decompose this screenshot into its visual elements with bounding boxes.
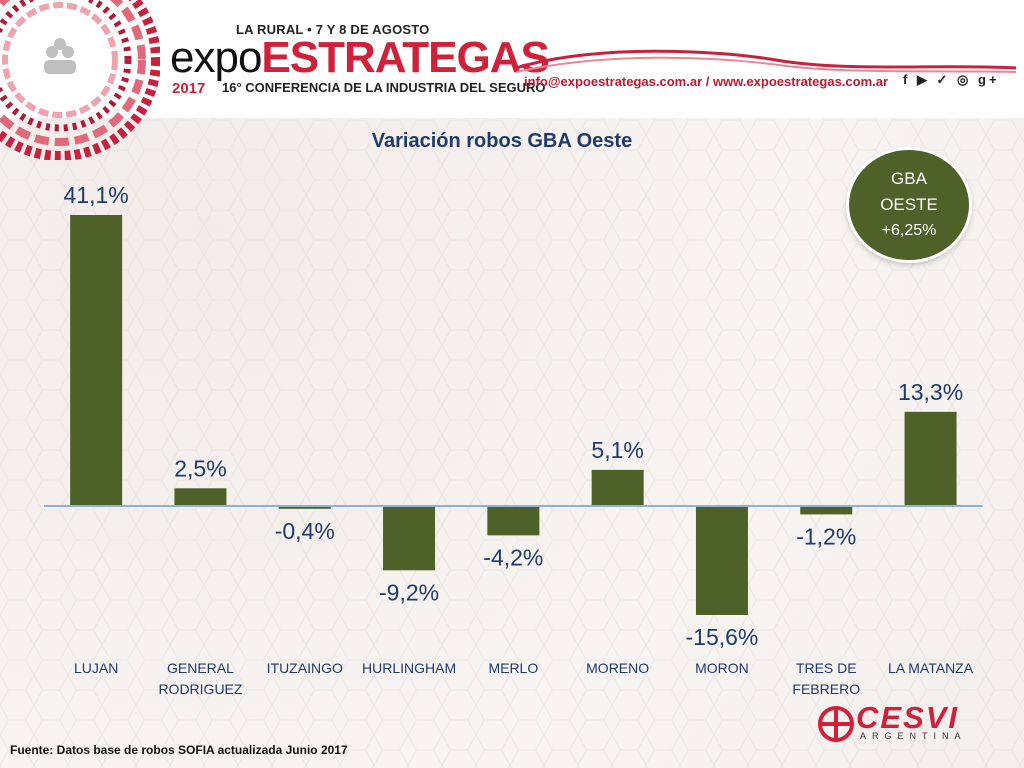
- category-label: MERLO: [488, 660, 538, 676]
- data-label: 13,3%: [898, 379, 963, 405]
- data-label: 5,1%: [591, 437, 643, 463]
- header-swoosh-decoration: [516, 49, 1016, 73]
- category-label: ITUZAINGO: [267, 660, 343, 676]
- expo-logo-circle-icon: [0, 0, 160, 160]
- data-label: -4,2%: [483, 544, 543, 570]
- data-label: -15,6%: [686, 624, 759, 650]
- bar-tres-de-febrero: [800, 506, 853, 515]
- category-label: HURLINGHAM: [362, 660, 456, 676]
- social-icons: f ▶ ✓ ◎ g+: [903, 72, 1000, 87]
- event-subtitle: 16° CONFERENCIA DE LA INDUSTRIA DEL SEGU…: [222, 80, 546, 95]
- badge-total-value: +6,25%: [881, 222, 937, 239]
- category-label: LUJAN: [74, 660, 118, 676]
- bar-merlo: [487, 506, 540, 536]
- event-name-part2: ESTRATEGAS: [261, 33, 549, 82]
- header: LA RURAL • 7 Y 8 DE AGOSTO expoESTRATEGA…: [0, 0, 1024, 160]
- data-label: 41,1%: [64, 182, 129, 208]
- gba-oeste-badge: GBA OESTE +6,25%: [849, 150, 969, 260]
- bar-ituzaingo: [278, 506, 331, 509]
- bar-hurlingham: [383, 506, 436, 571]
- cesvi-brand-sub: ARGENTINA: [860, 731, 967, 741]
- category-label: RODRIGUEZ: [158, 681, 242, 697]
- cesvi-brand: CESVI: [856, 700, 960, 735]
- data-label: -9,2%: [379, 579, 439, 605]
- category-label: GENERAL: [167, 660, 234, 676]
- cesvi-logo-icon: [818, 706, 854, 742]
- category-label: LA MATANZA: [888, 660, 974, 676]
- category-label: TRES DE: [796, 660, 857, 676]
- category-label: MORON: [695, 660, 749, 676]
- chart-title: Variación robos GBA Oeste: [371, 130, 633, 152]
- event-year: 2017: [172, 80, 206, 97]
- contact-info: info@expoestrategas.com.ar / www.expoest…: [524, 74, 889, 89]
- bar-la-matanza: [904, 411, 957, 506]
- badge-line2: OESTE: [880, 195, 938, 214]
- data-label: -0,4%: [275, 518, 335, 544]
- bar-moron: [695, 506, 748, 615]
- event-name: expoESTRATEGAS: [170, 33, 550, 82]
- bar-lujan: [70, 215, 123, 506]
- event-name-part1: expo: [170, 33, 262, 82]
- category-label: MORENO: [586, 660, 649, 676]
- data-label: -1,2%: [796, 523, 856, 549]
- event-date: LA RURAL • 7 Y 8 DE AGOSTO: [236, 22, 430, 37]
- source-note: Fuente: Datos base de robos SOFIA actual…: [10, 743, 348, 757]
- bar-general-rodriguez: [174, 488, 227, 506]
- data-label: 2,5%: [174, 455, 226, 481]
- bar-moreno: [591, 469, 644, 506]
- category-label: FEBRERO: [792, 681, 860, 697]
- badge-line1: GBA: [891, 169, 927, 188]
